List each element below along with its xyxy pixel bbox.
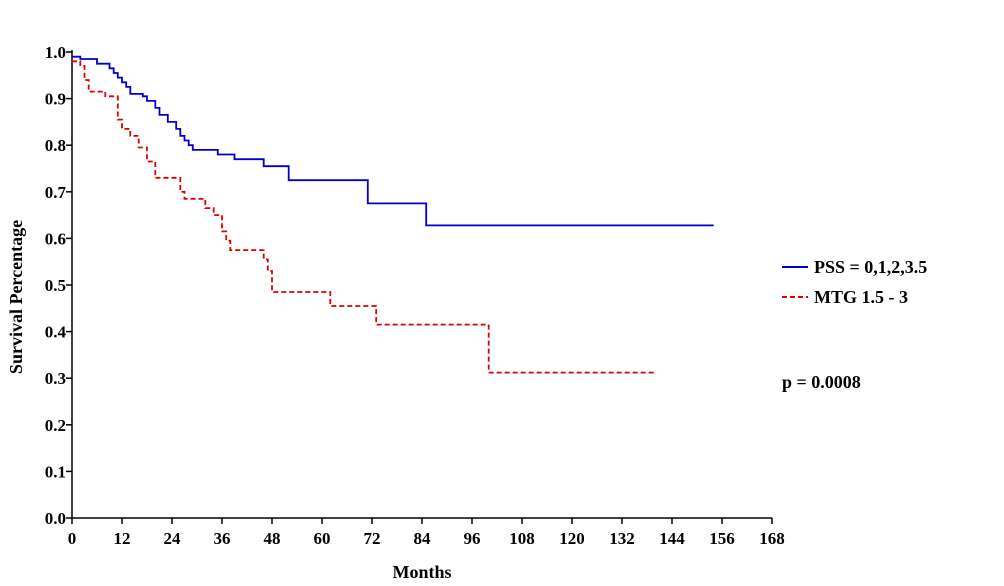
y-tick-label: 0.1: [45, 462, 66, 481]
y-axis-title: Survival Percentage: [6, 220, 26, 374]
x-tick-label: 48: [264, 529, 281, 548]
y-tick-label: 0.0: [45, 509, 66, 528]
y-tick-label: 0.5: [45, 276, 66, 295]
x-tick-label: 108: [509, 529, 535, 548]
axes: [71, 50, 772, 519]
legend: PSS = 0,1,2,3.5 MTG 1.5 - 3: [782, 257, 927, 307]
x-tick-label: 120: [559, 529, 585, 548]
x-tick-label: 72: [364, 529, 381, 548]
x-tick-label: 84: [414, 529, 432, 548]
y-tick-label: 0.9: [45, 90, 66, 109]
p-value-annotation: p = 0.0008: [782, 372, 861, 392]
series-line-mtg: [72, 60, 656, 374]
x-tick-label: 12: [114, 529, 131, 548]
x-tick-label: 0: [68, 529, 77, 548]
x-ticks: 0 12 24 36 48 60 72 84 96 108 120 132 144 156 168: [68, 518, 785, 548]
y-tick-label: 1.0: [45, 43, 66, 62]
y-tick-label: 0.7: [45, 183, 67, 202]
x-tick-label: 36: [214, 529, 231, 548]
x-tick-label: 24: [164, 529, 182, 548]
y-tick-label: 0.4: [45, 323, 67, 342]
y-tick-label: 0.2: [45, 416, 66, 435]
legend-label-mtg: MTG 1.5 - 3: [814, 287, 908, 307]
y-ticks: 0.0 0.1 0.2 0.3 0.4 0.5 0.6 0.7 0.8 0.9 1.0: [45, 43, 72, 528]
y-tick-label: 0.6: [45, 229, 66, 248]
x-tick-label: 132: [609, 529, 635, 548]
series-layer: [72, 55, 714, 374]
y-tick-label: 0.3: [45, 369, 66, 388]
series-line-pss: [72, 55, 714, 227]
x-tick-label: 144: [659, 529, 685, 548]
legend-label-pss: PSS = 0,1,2,3.5: [814, 257, 927, 277]
x-tick-label: 156: [709, 529, 735, 548]
x-tick-label: 60: [314, 529, 331, 548]
x-tick-label: 168: [759, 529, 785, 548]
x-tick-label: 96: [464, 529, 481, 548]
x-axis-title: Months: [392, 562, 451, 582]
y-tick-label: 0.8: [45, 136, 66, 155]
